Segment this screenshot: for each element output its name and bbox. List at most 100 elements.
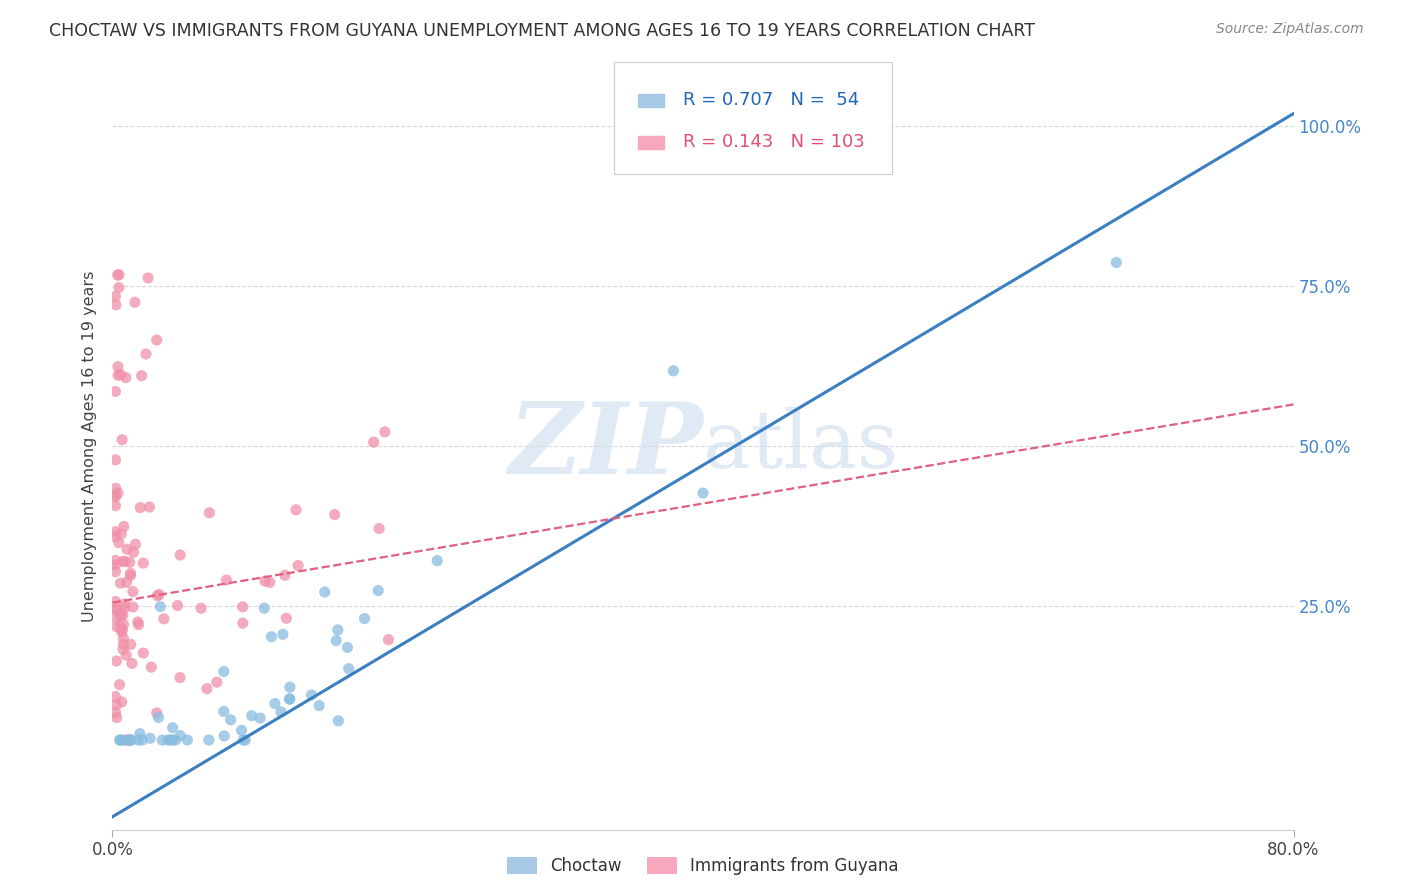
Point xyxy=(121,657,143,671)
Point xyxy=(104,490,127,504)
Point xyxy=(146,589,169,603)
Point xyxy=(120,733,142,747)
Point xyxy=(264,697,287,711)
Point xyxy=(107,268,129,282)
Point xyxy=(104,706,127,720)
Point xyxy=(122,584,145,599)
Point xyxy=(105,710,128,724)
Legend: Choctaw, Immigrants from Guyana: Choctaw, Immigrants from Guyana xyxy=(499,849,907,884)
Point xyxy=(112,617,135,632)
Point xyxy=(138,500,160,514)
Point xyxy=(111,695,134,709)
Point xyxy=(278,692,301,706)
Point xyxy=(128,617,150,632)
Point xyxy=(426,554,449,568)
Point xyxy=(328,714,350,728)
Point xyxy=(104,553,127,567)
Point xyxy=(363,435,385,450)
Point xyxy=(122,599,145,614)
Point xyxy=(1105,255,1128,269)
Point xyxy=(287,558,309,573)
Point xyxy=(111,608,134,623)
Point xyxy=(169,671,191,685)
Point xyxy=(115,542,138,557)
Point xyxy=(219,713,242,727)
Point xyxy=(112,637,135,651)
Point xyxy=(114,733,136,747)
Point xyxy=(139,731,162,746)
Point xyxy=(105,654,128,668)
Point xyxy=(129,727,152,741)
Point xyxy=(135,347,157,361)
Text: Source: ZipAtlas.com: Source: ZipAtlas.com xyxy=(1216,22,1364,37)
Point xyxy=(232,599,254,614)
Point xyxy=(132,646,155,660)
Point xyxy=(150,733,173,747)
Text: atlas: atlas xyxy=(703,407,898,485)
Point xyxy=(110,620,132,634)
Point xyxy=(114,597,136,611)
Point xyxy=(278,691,301,706)
Point xyxy=(153,612,176,626)
Point xyxy=(169,548,191,562)
Point xyxy=(148,710,170,724)
Point xyxy=(278,680,301,694)
Point xyxy=(166,599,188,613)
Point xyxy=(337,662,360,676)
Point xyxy=(149,599,172,614)
Point xyxy=(176,733,198,747)
Point xyxy=(301,688,323,702)
Point xyxy=(253,574,276,588)
FancyBboxPatch shape xyxy=(638,94,664,106)
Point xyxy=(124,537,146,551)
Text: R = 0.707   N =  54: R = 0.707 N = 54 xyxy=(683,91,859,109)
Point xyxy=(212,729,235,743)
Point xyxy=(260,630,283,644)
Point xyxy=(107,535,129,549)
Point xyxy=(104,524,127,539)
Point xyxy=(240,708,263,723)
Point xyxy=(274,568,297,582)
Point xyxy=(115,648,138,662)
Point xyxy=(120,637,142,651)
Point xyxy=(127,615,149,629)
Point xyxy=(127,733,149,747)
Point xyxy=(285,503,308,517)
Point xyxy=(114,554,136,568)
Point xyxy=(368,522,391,536)
Point xyxy=(108,268,131,282)
Point xyxy=(108,678,131,692)
Point xyxy=(120,568,142,582)
Point xyxy=(107,359,129,374)
Point xyxy=(104,488,127,502)
Point xyxy=(132,556,155,570)
Point xyxy=(105,698,128,712)
Point xyxy=(111,554,134,568)
Point xyxy=(111,433,134,447)
Text: CHOCTAW VS IMMIGRANTS FROM GUYANA UNEMPLOYMENT AMONG AGES 16 TO 19 YEARS CORRELA: CHOCTAW VS IMMIGRANTS FROM GUYANA UNEMPL… xyxy=(49,22,1035,40)
Point xyxy=(215,573,238,587)
FancyBboxPatch shape xyxy=(614,62,891,174)
Point xyxy=(325,633,347,648)
Point xyxy=(662,364,685,378)
Point xyxy=(195,681,218,696)
Point xyxy=(131,368,153,383)
Point xyxy=(112,519,135,533)
Point xyxy=(115,575,138,590)
Point xyxy=(105,603,128,617)
Point xyxy=(104,611,127,625)
Point xyxy=(232,616,254,631)
Point xyxy=(198,506,221,520)
Point xyxy=(159,733,181,747)
Point xyxy=(118,733,141,747)
Point xyxy=(104,558,127,572)
Point xyxy=(104,499,127,513)
Point xyxy=(108,280,131,294)
Point xyxy=(107,368,129,383)
Point xyxy=(124,295,146,310)
Point xyxy=(233,733,256,747)
Point xyxy=(120,733,142,747)
Point xyxy=(205,675,228,690)
Point xyxy=(276,611,298,625)
Point xyxy=(374,425,396,439)
